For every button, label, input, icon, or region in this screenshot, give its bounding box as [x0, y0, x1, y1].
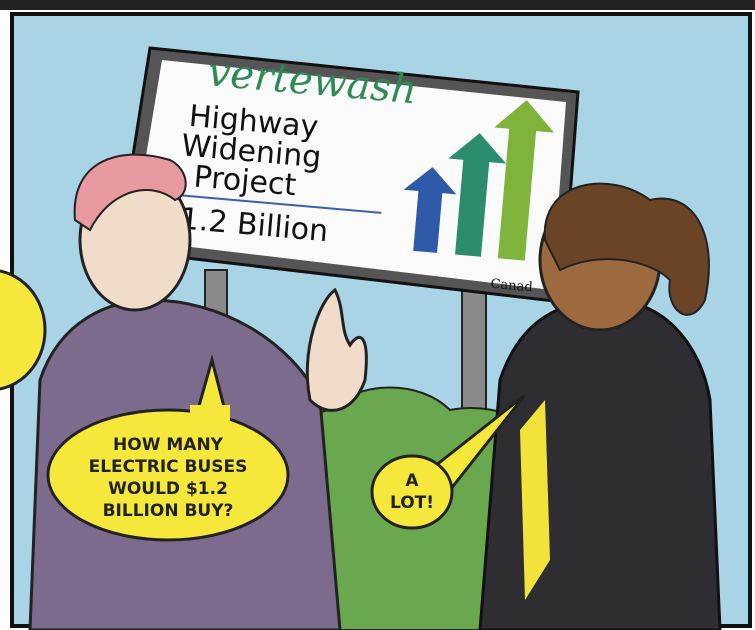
bubble-text: ELECTRIC BUSES [89, 457, 248, 477]
bubble-text: A [405, 471, 419, 491]
comic-panel: vertewash Highway Widening Project 1.2 B… [0, 0, 755, 630]
bubble-text: BILLION BUY? [103, 501, 234, 521]
bubble-join [190, 405, 230, 425]
speech-bubble [372, 456, 452, 528]
right-person-body [480, 300, 720, 630]
bubble-text: WOULD $1.2 [108, 479, 228, 499]
bubble-text: HOW MANY [113, 435, 224, 455]
top-strip [0, 0, 755, 10]
page: vertewash Highway Widening Project 1.2 B… [0, 0, 755, 630]
bubble-text: LOT! [390, 493, 434, 513]
